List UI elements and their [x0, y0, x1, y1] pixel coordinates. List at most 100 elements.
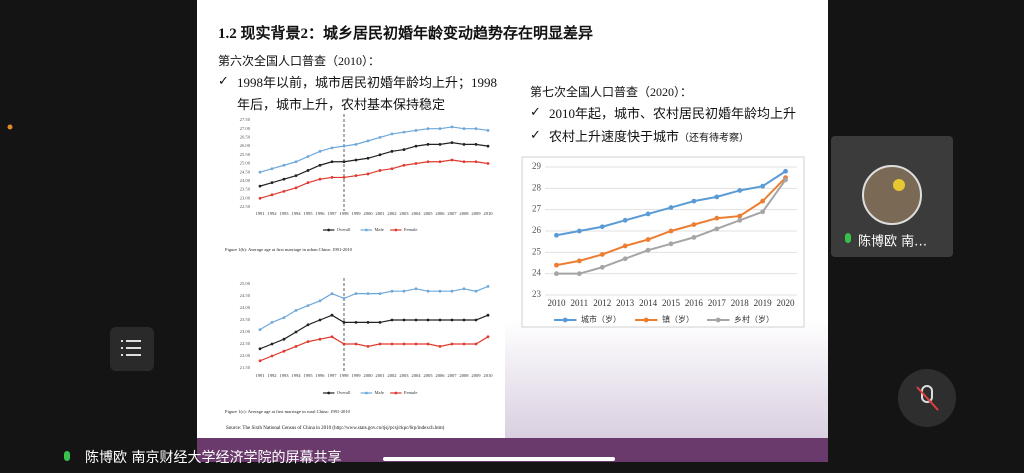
point — [390, 149, 394, 153]
point — [474, 318, 478, 322]
point — [714, 226, 720, 232]
x-tick-label: 2001 — [375, 211, 385, 216]
x-tick-label: 1996 — [315, 373, 325, 378]
x-tick-label: 2003 — [399, 211, 409, 216]
point — [402, 342, 406, 346]
point — [576, 228, 582, 234]
x-tick-label: 2010 — [483, 211, 493, 216]
check: ✓ — [218, 73, 229, 88]
point — [576, 258, 582, 264]
point — [486, 285, 490, 288]
point — [414, 342, 418, 346]
point — [306, 323, 310, 327]
x-tick-label: 2006 — [435, 373, 445, 378]
point — [474, 342, 478, 346]
point — [414, 129, 418, 132]
point — [366, 139, 370, 143]
point — [462, 342, 466, 346]
point — [402, 130, 406, 134]
x-tick-label: 2009 — [471, 211, 481, 216]
bullet-note: （还有待考察） — [679, 133, 750, 144]
point — [342, 160, 346, 164]
point — [691, 235, 697, 240]
legend-label: Male — [374, 227, 383, 232]
x-tick-label: 2004 — [411, 373, 421, 378]
x-tick-label: 2007 — [447, 211, 457, 216]
banner-mic-icon — [64, 451, 70, 461]
x-tick-label: 2010 — [483, 373, 493, 378]
point — [366, 345, 370, 348]
x-tick-label: 1992 — [267, 211, 277, 216]
line — [259, 126, 489, 173]
point — [554, 262, 559, 268]
point — [622, 256, 628, 262]
x-tick-label: 1995 — [303, 211, 313, 216]
y-tick-label: 22.00 — [240, 353, 251, 358]
point — [737, 188, 743, 193]
point — [450, 342, 454, 346]
point — [366, 156, 370, 160]
x-tick-label: 2010 — [547, 298, 566, 308]
check: ✓ — [530, 127, 541, 142]
y-tick-label: 22.50 — [240, 341, 251, 346]
point — [354, 342, 358, 346]
y-tick-label: 23.50 — [240, 317, 251, 322]
avatar — [862, 165, 922, 225]
point — [645, 237, 651, 242]
point — [414, 318, 418, 322]
point — [486, 162, 490, 165]
x-tick-label: 1997 — [327, 211, 337, 216]
point — [622, 243, 628, 249]
legend-marker — [643, 317, 649, 323]
point — [414, 287, 418, 291]
figure-caption: Figure 1(b): Average age at first marria… — [225, 247, 353, 252]
legend-marker — [562, 317, 568, 323]
menu-icon — [121, 340, 141, 356]
x-tick-label: 1994 — [291, 373, 301, 378]
point — [258, 184, 262, 188]
point — [645, 247, 651, 253]
point — [318, 299, 322, 303]
point — [438, 318, 442, 322]
x-tick-label: 2000 — [363, 211, 373, 216]
point — [258, 196, 262, 200]
x-tick-label: 1998 — [339, 211, 349, 216]
y-tick-label: 23.50 — [240, 187, 251, 192]
point — [282, 316, 286, 319]
point — [378, 136, 382, 139]
point — [462, 160, 466, 164]
x-tick-label: 2007 — [447, 373, 457, 378]
y-tick-label: 23.00 — [240, 329, 251, 334]
line — [259, 314, 489, 350]
x-tick-label: 1992 — [267, 373, 277, 378]
point — [622, 217, 628, 223]
point — [645, 211, 651, 217]
point — [668, 228, 674, 234]
point — [306, 340, 310, 343]
x-tick-label: 1994 — [291, 211, 301, 216]
point — [378, 321, 382, 324]
point — [450, 125, 454, 129]
point — [378, 153, 382, 157]
point — [450, 289, 454, 293]
point — [783, 177, 788, 183]
point — [576, 271, 582, 277]
point — [366, 321, 370, 324]
x-tick-label: 2002 — [387, 211, 397, 216]
point — [474, 160, 478, 164]
point — [258, 347, 262, 351]
check: ✓ — [530, 104, 541, 119]
point — [330, 176, 334, 179]
point — [486, 129, 490, 132]
point — [426, 127, 430, 131]
point — [691, 198, 697, 204]
point — [354, 292, 358, 295]
x-tick-label: 1995 — [303, 373, 313, 378]
point — [294, 309, 298, 312]
point — [318, 149, 322, 153]
point — [486, 144, 490, 148]
x-tick-label: 2002 — [387, 373, 397, 378]
y-tick-label: 27.50 — [240, 117, 251, 122]
point — [462, 318, 466, 322]
